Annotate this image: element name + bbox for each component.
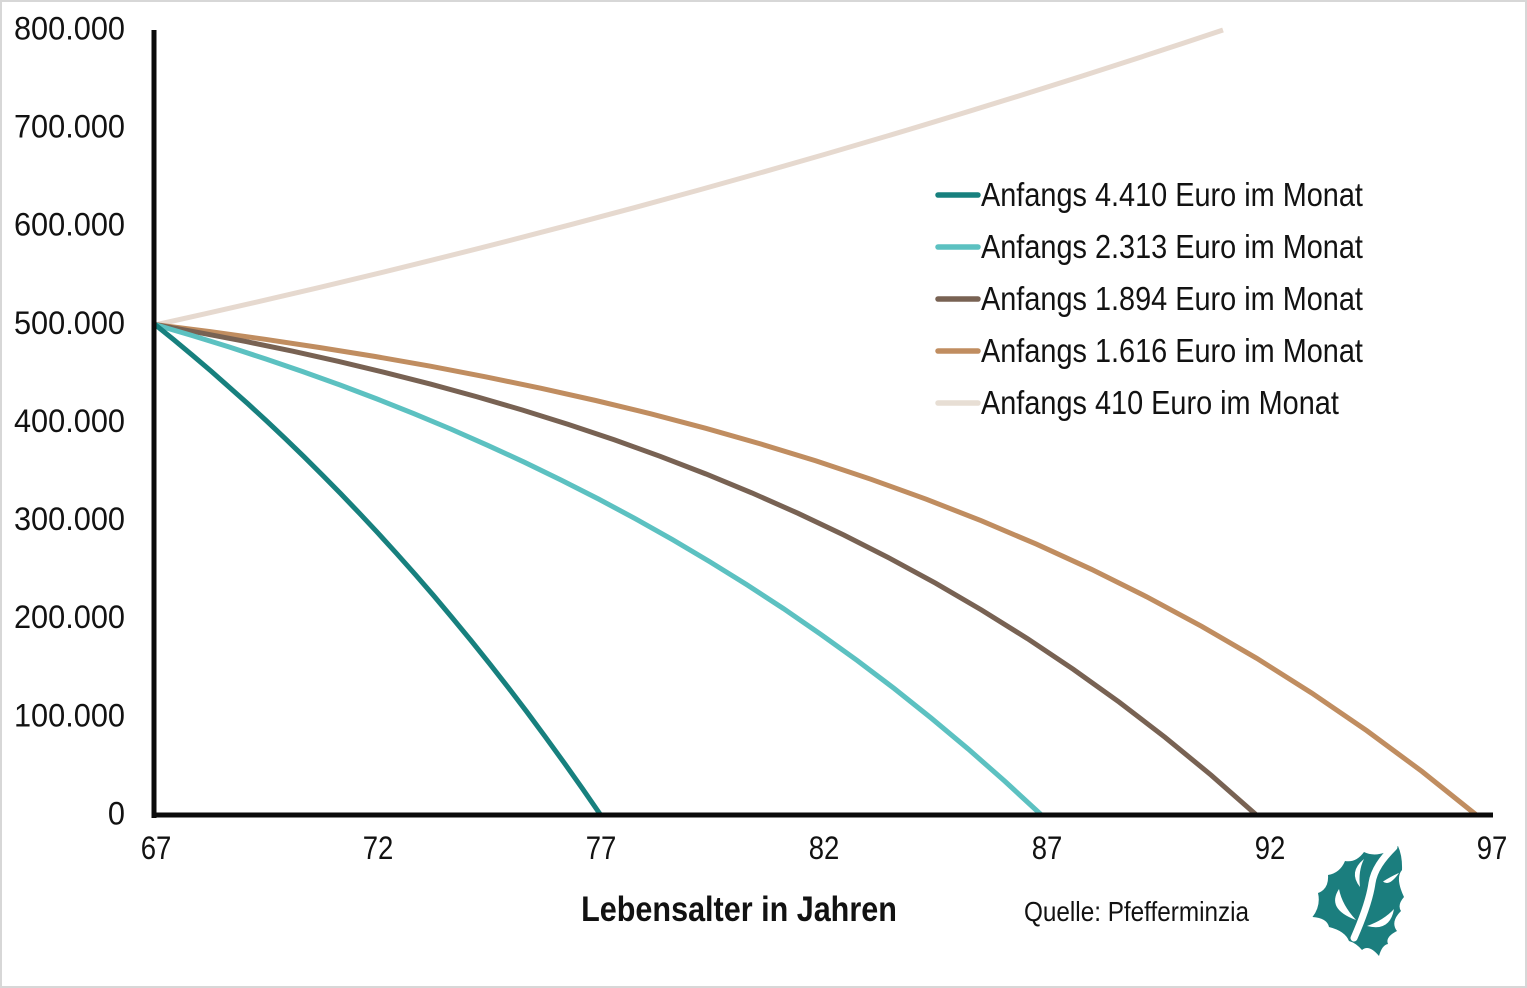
svg-text:700.000: 700.000 xyxy=(14,109,125,145)
svg-text:Quelle: Pfefferminzia: Quelle: Pfefferminzia xyxy=(1024,895,1249,927)
svg-text:72: 72 xyxy=(363,831,394,866)
svg-text:0: 0 xyxy=(108,796,125,832)
svg-text:77: 77 xyxy=(586,831,617,866)
svg-text:82: 82 xyxy=(809,831,840,866)
svg-text:Anfangs 2.313 Euro im Monat: Anfangs 2.313 Euro im Monat xyxy=(981,228,1363,265)
svg-text:87: 87 xyxy=(1032,831,1063,866)
svg-text:97: 97 xyxy=(1477,831,1508,866)
svg-text:Anfangs 410 Euro im Monat: Anfangs 410 Euro im Monat xyxy=(981,384,1339,421)
svg-text:800.000: 800.000 xyxy=(14,11,125,47)
svg-text:92: 92 xyxy=(1255,831,1286,866)
svg-text:600.000: 600.000 xyxy=(14,207,125,243)
svg-text:Anfangs 4.410 Euro im Monat: Anfangs 4.410 Euro im Monat xyxy=(981,176,1363,213)
svg-text:400.000: 400.000 xyxy=(14,403,125,439)
svg-text:67: 67 xyxy=(141,831,172,866)
svg-text:Lebensalter in Jahren: Lebensalter in Jahren xyxy=(581,889,897,928)
svg-text:300.000: 300.000 xyxy=(14,502,125,538)
svg-text:200.000: 200.000 xyxy=(14,600,125,636)
svg-text:Anfangs 1.616 Euro im Monat: Anfangs 1.616 Euro im Monat xyxy=(981,332,1363,369)
svg-text:Anfangs 1.894 Euro im Monat: Anfangs 1.894 Euro im Monat xyxy=(981,280,1363,317)
svg-text:500.000: 500.000 xyxy=(14,305,125,341)
svg-text:100.000: 100.000 xyxy=(14,698,125,734)
